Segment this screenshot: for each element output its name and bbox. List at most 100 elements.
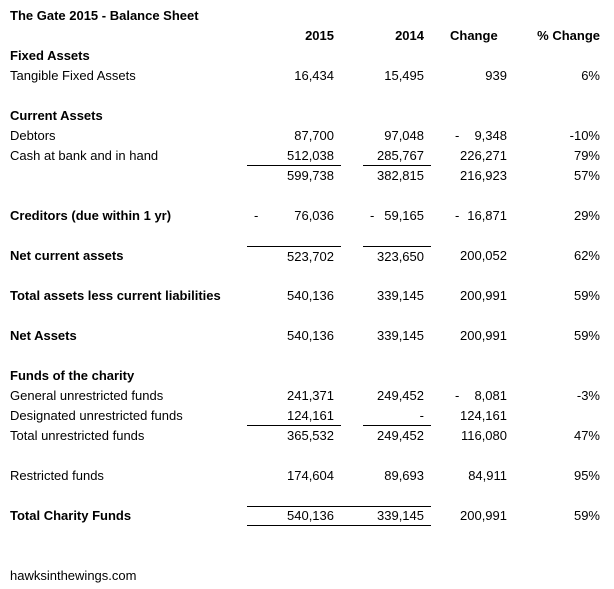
cell-2014: 249,452	[363, 386, 431, 406]
year-columns	[247, 346, 431, 366]
year-columns: 16,434 15,495	[247, 66, 431, 86]
cell-pct-change-value: -3%	[576, 388, 600, 403]
year-columns	[247, 486, 431, 506]
cell-pct-change-value: 47%	[573, 428, 600, 443]
cell-change-value: 200,052	[460, 248, 507, 263]
cell-2015-value: 241,371	[287, 388, 334, 403]
cell-change: - 16,871	[448, 206, 514, 226]
cell-2015	[247, 86, 341, 106]
cell-change: 116,080	[448, 426, 514, 446]
table-row	[10, 86, 614, 106]
row-label: Total assets less current liabilities	[10, 288, 221, 303]
cell-change	[448, 486, 514, 506]
table-row: Net current assets 523,702 323,650 200,0…	[10, 246, 614, 266]
cell-pct-change	[537, 186, 607, 206]
row-label: Total unrestricted funds	[10, 428, 145, 443]
year-columns: 540,136 339,145	[247, 506, 431, 526]
cell-pct-change: 47%	[537, 426, 607, 446]
table-row: Fixed Assets	[10, 46, 614, 66]
year-columns: 540,136 339,145	[247, 286, 431, 306]
year-columns: 599,738 382,815	[247, 166, 431, 186]
cell-change-value: 200,991	[460, 508, 507, 523]
year-columns	[247, 266, 431, 286]
cell-change-value: 216,923	[460, 168, 507, 183]
cell-2014-value: 323,650	[377, 249, 424, 264]
row-label	[10, 186, 247, 206]
cell-2014-value: 89,693	[384, 468, 424, 483]
cell-2014-value: 339,145	[377, 328, 424, 343]
column-header-2015: 2015	[305, 28, 334, 43]
cell-2014	[363, 226, 431, 246]
row-label: Tangible Fixed Assets	[10, 68, 136, 83]
column-header-2014-cell: 2014	[363, 26, 431, 46]
cell-2014: 15,495	[363, 66, 431, 86]
cell-change-value: 200,991	[460, 328, 507, 343]
cell-2014-value: 249,452	[377, 428, 424, 443]
table-row	[10, 226, 614, 246]
row-label: Net Assets	[10, 328, 77, 343]
cell-2015-value: 512,038	[287, 148, 334, 163]
cell-2014	[363, 86, 431, 106]
cell-pct-change: 59%	[537, 506, 607, 526]
year-columns	[247, 46, 431, 66]
cell-2014: -	[363, 406, 431, 426]
cell-change	[448, 306, 514, 326]
row-label: Funds of the charity	[10, 368, 135, 383]
cell-change: 226,271	[448, 146, 514, 166]
cell-change-value: 9,348	[474, 128, 507, 143]
table-row: Funds of the charity	[10, 366, 614, 386]
table-row: Total unrestricted funds 365,532 249,452…	[10, 426, 614, 446]
year-columns	[247, 186, 431, 206]
year-columns: 124,161 -	[247, 406, 431, 426]
cell-pct-change-value: -10%	[569, 128, 600, 143]
cell-change-value: 16,871	[467, 208, 507, 223]
column-header-2015-cell: 2015	[247, 26, 341, 46]
year-columns: 241,371 249,452	[247, 386, 431, 406]
cell-pct-change	[537, 366, 607, 386]
table-header-row: 2015 2014 Change % Change	[10, 26, 614, 46]
cell-2015-value: 540,136	[287, 508, 334, 523]
year-columns	[247, 86, 431, 106]
cell-change-value: 226,271	[460, 148, 507, 163]
cell-2015-value: 124,161	[287, 408, 334, 423]
year-columns: 523,702 323,650	[247, 246, 431, 266]
cell-change	[448, 346, 514, 366]
cell-2014	[363, 306, 431, 326]
cell-pct-change: 79%	[537, 146, 607, 166]
cell-2014-value: 382,815	[377, 168, 424, 183]
header-spacer	[10, 26, 247, 46]
table-row	[10, 346, 614, 366]
cell-pct-change: 57%	[537, 166, 607, 186]
table-row: Total assets less current liabilities 54…	[10, 286, 614, 306]
table-row: Designated unrestricted funds 124,161 - …	[10, 406, 614, 426]
cell-pct-change	[537, 446, 607, 466]
cell-2015	[247, 46, 341, 66]
row-label	[10, 226, 247, 246]
column-header-pct-change-cell: % Change	[537, 26, 607, 46]
cell-2014	[363, 486, 431, 506]
cell-2015	[247, 186, 341, 206]
row-label: Fixed Assets	[10, 48, 90, 63]
cell-2014-value: 59,165	[384, 208, 424, 223]
table-row: Total Charity Funds 540,136 339,145 200,…	[10, 506, 614, 526]
cell-pct-change	[537, 226, 607, 246]
cell-change-value: 939	[485, 68, 507, 83]
cell-change-value: 84,911	[468, 468, 507, 483]
cell-change-value: 200,991	[460, 288, 507, 303]
cell-2015: 241,371	[247, 386, 341, 406]
cell-2014-value: 15,495	[384, 68, 424, 83]
year-columns: 540,136 339,145	[247, 326, 431, 346]
negative-sign-2014: -	[370, 208, 375, 223]
cell-2015: 523,702	[247, 246, 341, 266]
table-row: Current Assets	[10, 106, 614, 126]
year-columns	[247, 226, 431, 246]
cell-2015-value: 76,036	[294, 208, 334, 223]
cell-2014-value: 249,452	[377, 388, 424, 403]
year-header-columns: 2015 2014	[247, 26, 431, 46]
table-row: General unrestricted funds 241,371 249,4…	[10, 386, 614, 406]
page-title: The Gate 2015 - Balance Sheet	[10, 8, 199, 23]
cell-change-value: 116,080	[460, 428, 507, 443]
cell-pct-change	[537, 486, 607, 506]
column-header-change-cell: Change	[448, 26, 514, 46]
cell-change: 200,991	[448, 326, 514, 346]
